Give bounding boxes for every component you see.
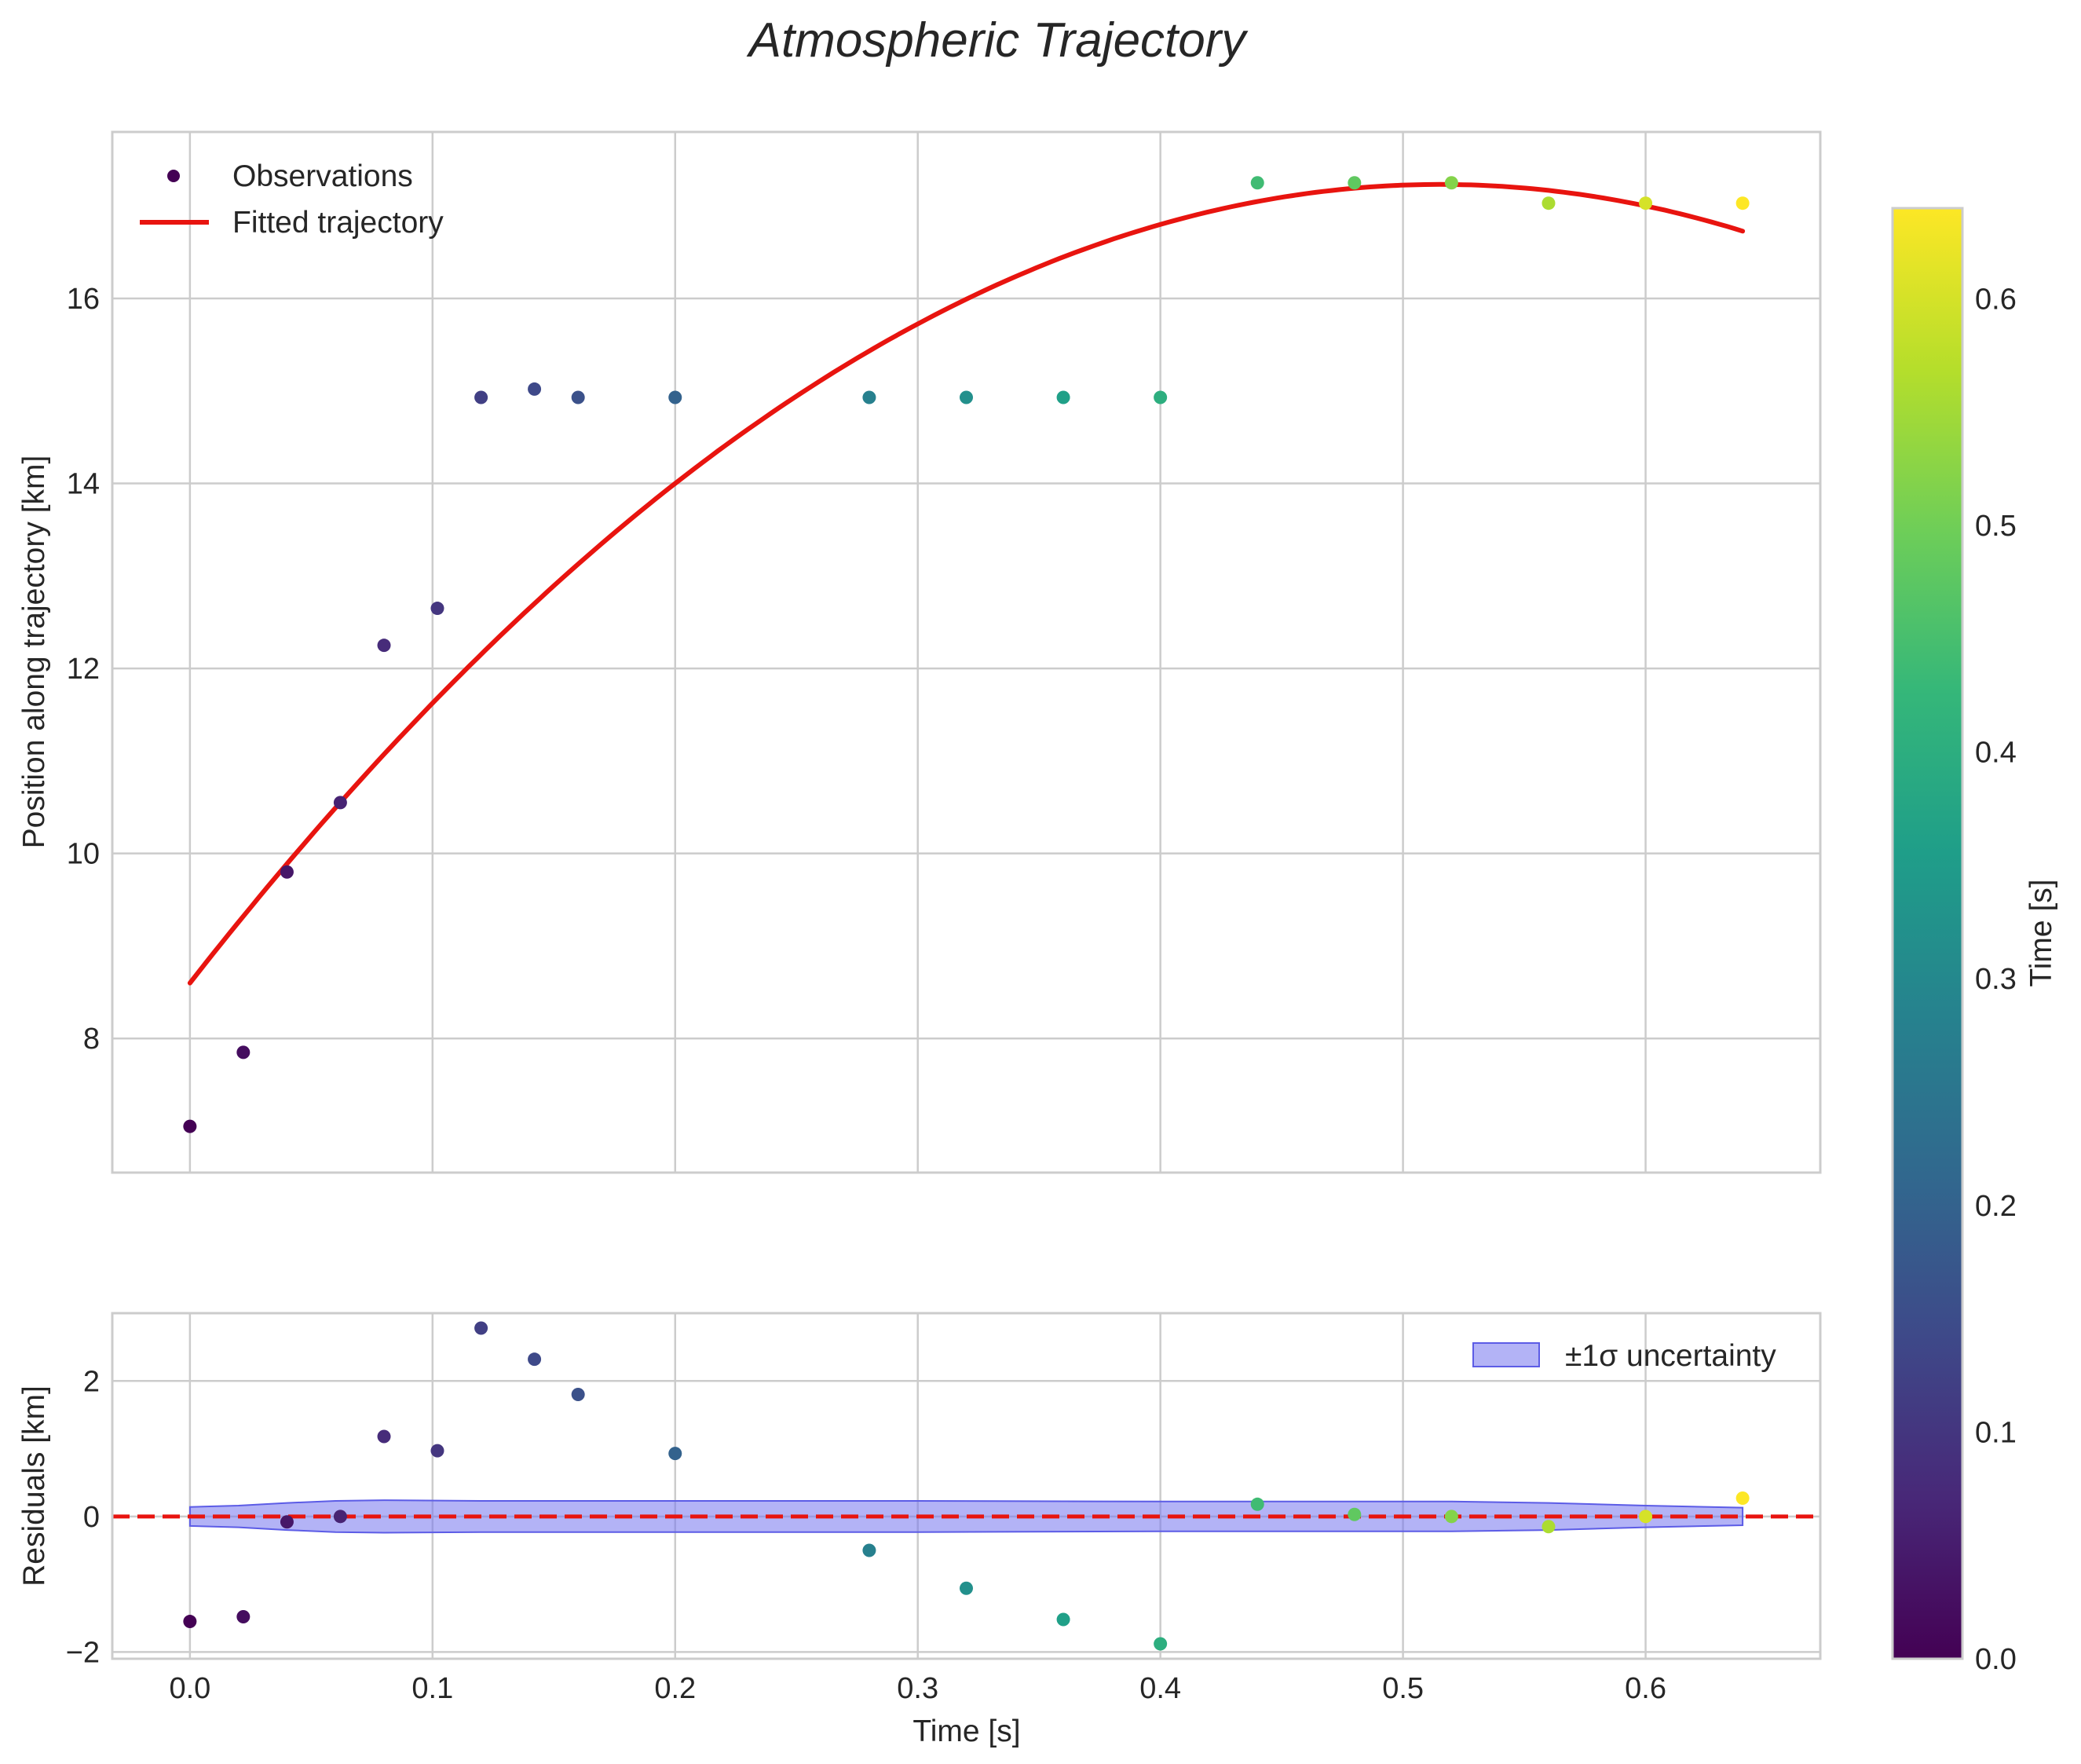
observation-points xyxy=(183,176,1750,1133)
residual-point xyxy=(1348,1507,1362,1521)
colorbar-tick-label: 0.6 xyxy=(1975,283,2017,316)
residual-point xyxy=(474,1321,488,1335)
residual-point xyxy=(236,1610,251,1624)
observation-point xyxy=(1542,196,1556,210)
top-panel-frame xyxy=(111,130,1822,1174)
legend-band-label: ±1σ uncertainty xyxy=(1565,1339,1776,1373)
observation-point xyxy=(1348,176,1362,190)
observation-point xyxy=(862,390,876,404)
observation-point xyxy=(960,390,973,404)
observation-point xyxy=(377,639,391,653)
chart-title: Atmospheric Trajectory xyxy=(746,13,1249,68)
top-y-tick-label: 14 xyxy=(67,468,100,501)
residual-point xyxy=(280,1515,294,1529)
bottom-panel-y-ticks: −2 0 2 xyxy=(66,1365,100,1669)
legend-observations-label: Observations xyxy=(232,159,413,193)
colorbar-ticks: 0.0 0.1 0.2 0.3 0.4 0.5 0.6 xyxy=(1975,283,2017,1676)
colorbar-tick-label: 0.2 xyxy=(1975,1190,2017,1223)
observation-point xyxy=(1154,390,1168,404)
residual-point xyxy=(1250,1497,1264,1511)
x-tick-label: 0.5 xyxy=(1382,1672,1424,1705)
top-panel-background xyxy=(112,132,1820,1173)
observation-point xyxy=(280,865,294,879)
top-y-tick-label: 8 xyxy=(83,1023,100,1056)
residual-point xyxy=(528,1352,542,1367)
residual-point xyxy=(333,1510,347,1524)
top-panel-grid xyxy=(112,132,1820,1173)
observation-point xyxy=(668,390,682,404)
residual-point xyxy=(430,1444,444,1458)
x-axis-label: Time [s] xyxy=(912,1715,1020,1748)
bottom-y-axis-label: Residuals [km] xyxy=(17,1385,51,1587)
observation-point xyxy=(474,390,488,404)
colorbar-gradient xyxy=(1893,208,1962,1659)
legend-fit-label: Fitted trajectory xyxy=(232,206,444,240)
residual-points xyxy=(183,1321,1750,1651)
residual-point xyxy=(377,1429,391,1444)
x-ticks: 0.0 0.1 0.2 0.3 0.4 0.5 0.6 xyxy=(169,1672,1666,1705)
colorbar-frame xyxy=(1891,207,1964,1660)
top-legend: Observations Fitted trajectory xyxy=(140,159,444,240)
observation-point xyxy=(1639,196,1653,210)
colorbar-tick-label: 0.5 xyxy=(1975,510,2017,543)
residual-point xyxy=(668,1447,682,1461)
x-tick-label: 0.0 xyxy=(169,1672,210,1705)
observation-point xyxy=(430,602,444,616)
bottom-panel: −2 0 2 0.0 0.1 0.2 0.3 0.4 0.5 0.6 Residuals [km… xyxy=(17,1312,1822,1748)
observation-point xyxy=(528,382,542,396)
observation-point xyxy=(571,390,585,404)
x-tick-label: 0.6 xyxy=(1625,1672,1666,1705)
top-y-tick-label: 10 xyxy=(67,838,100,871)
residual-point xyxy=(1444,1510,1458,1524)
top-y-axis-label: Position along trajectory [km] xyxy=(17,456,51,849)
fitted-trajectory-line xyxy=(187,181,1746,986)
observation-point xyxy=(1735,196,1750,210)
observation-point xyxy=(183,1119,197,1133)
legend-band-swatch xyxy=(1472,1342,1540,1367)
x-tick-label: 0.4 xyxy=(1139,1672,1181,1705)
residual-point xyxy=(1542,1520,1556,1534)
bottom-panel-frame xyxy=(111,1312,1822,1660)
residual-point xyxy=(1056,1612,1070,1627)
top-panel: 8 10 12 14 16 Position along trajectory [km]… xyxy=(17,130,1822,1174)
observation-point xyxy=(333,796,347,810)
residual-point xyxy=(960,1581,973,1595)
top-y-tick-label: 12 xyxy=(67,653,100,686)
colorbar-tick-label: 0.0 xyxy=(1975,1643,2017,1676)
bottom-y-tick-label: −2 xyxy=(66,1636,100,1669)
residual-point xyxy=(183,1615,197,1629)
top-y-tick-label: 16 xyxy=(67,283,100,316)
legend-observations-marker xyxy=(167,170,180,182)
residual-point xyxy=(1154,1637,1168,1651)
bottom-panel-background xyxy=(112,1313,1820,1659)
residual-point xyxy=(862,1543,876,1557)
colorbar-tick-label: 0.3 xyxy=(1975,963,2017,996)
observation-point xyxy=(1056,390,1070,404)
observation-point xyxy=(236,1045,251,1059)
residual-point xyxy=(1639,1510,1653,1524)
bottom-y-tick-label: 2 xyxy=(83,1365,100,1398)
top-panel-y-ticks: 8 10 12 14 16 xyxy=(67,283,100,1056)
x-tick-label: 0.3 xyxy=(897,1672,938,1705)
colorbar: 0.0 0.1 0.2 0.3 0.4 0.5 0.6 Time [s] xyxy=(1891,207,2058,1676)
colorbar-tick-label: 0.4 xyxy=(1975,737,2017,770)
observation-point xyxy=(1444,176,1458,190)
x-tick-label: 0.2 xyxy=(654,1672,696,1705)
x-tick-label: 0.1 xyxy=(411,1672,453,1705)
bottom-legend: ±1σ uncertainty xyxy=(1472,1339,1776,1373)
colorbar-label: Time [s] xyxy=(2024,879,2058,986)
bottom-y-tick-label: 0 xyxy=(83,1501,100,1534)
observation-point xyxy=(1250,176,1264,190)
residual-point xyxy=(1735,1491,1750,1506)
colorbar-tick-label: 0.1 xyxy=(1975,1416,2017,1449)
residual-point xyxy=(571,1388,585,1402)
fit-layer xyxy=(187,181,1746,986)
